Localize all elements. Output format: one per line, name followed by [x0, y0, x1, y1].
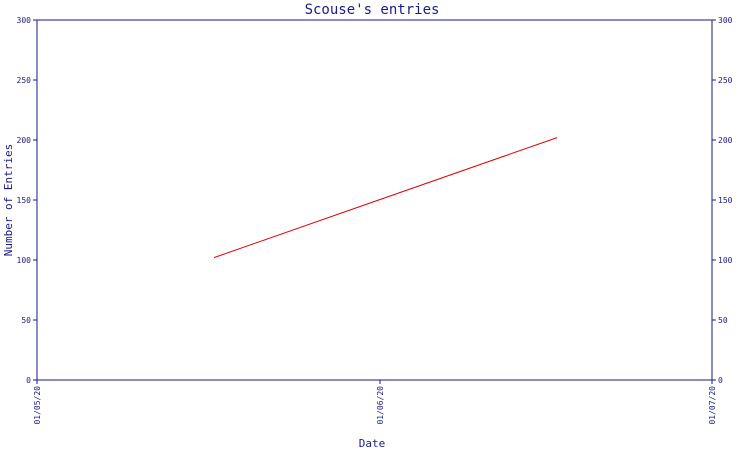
x-tick-label: 01/07/20	[708, 386, 717, 425]
y-tick-label-right: 250	[718, 76, 733, 85]
x-axis-label: Date	[359, 437, 386, 450]
y-tick-label-right: 150	[718, 196, 733, 205]
plot-area	[36, 19, 713, 381]
y-tick-label-left: 50	[21, 316, 31, 325]
chart-title: Scouse's entries	[305, 2, 440, 18]
y-tick-label-right: 50	[718, 316, 728, 325]
y-tick-label-left: 250	[17, 76, 32, 85]
y-tick-label-left: 300	[17, 16, 32, 25]
y-tick-label-right: 0	[718, 376, 723, 385]
y-tick-label-right: 200	[718, 136, 733, 145]
x-tick-label: 01/06/20	[376, 386, 385, 425]
x-tick-label: 01/05/20	[33, 386, 42, 425]
y-tick-label-left: 150	[17, 196, 32, 205]
y-axis-label: Number of Entries	[2, 144, 15, 257]
series-line	[213, 137, 558, 259]
y-tick-label-left: 200	[17, 136, 32, 145]
y-tick-label-left: 100	[17, 256, 32, 265]
y-tick-label-right: 100	[718, 256, 733, 265]
y-tick-label-left: 0	[26, 376, 31, 385]
y-tick-label-right: 300	[718, 16, 733, 25]
